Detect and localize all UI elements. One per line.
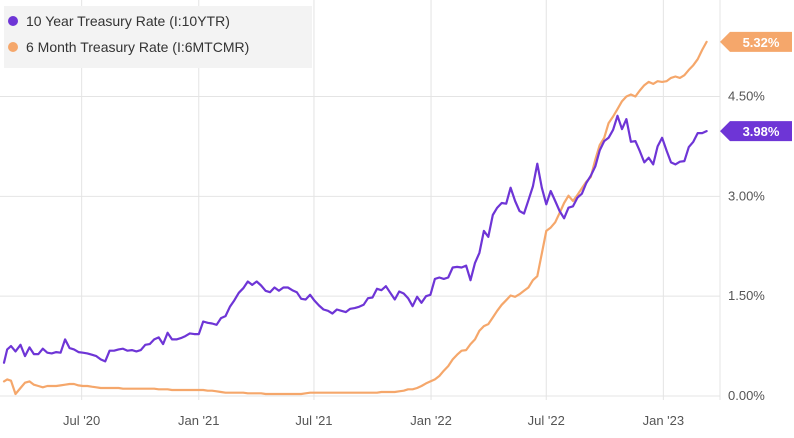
series-line-6mo [2, 40, 708, 396]
legend: 10 Year Treasury Rate (I:10YTR) 6 Month … [4, 6, 312, 68]
end-label-6mo: 5.32% [743, 35, 780, 50]
series-lines [2, 40, 708, 396]
legend-label-10yr: 10 Year Treasury Rate (I:10YTR) [26, 13, 230, 29]
x-tick-label: Jul '21 [295, 413, 332, 428]
end-value-labels: 3.98% 5.32% [720, 31, 792, 142]
y-tick-label: 3.00% [728, 188, 765, 203]
x-tick-label: Jan '23 [643, 413, 685, 428]
x-axis-ticks: Jul '20 Jan '21 Jul '21 Jan '22 Jul '22 Jan '… [63, 413, 684, 428]
x-tick-label: Jan '21 [178, 413, 220, 428]
legend-label-6mo: 6 Month Treasury Rate (I:6MTCMR) [26, 39, 250, 55]
legend-dot-6mo [8, 42, 18, 52]
series-line-10yr [2, 114, 708, 364]
legend-item-6mo[interactable]: 6 Month Treasury Rate (I:6MTCMR) [4, 36, 312, 58]
y-tick-label: 4.50% [728, 89, 765, 104]
x-tick-label: Jul '20 [63, 413, 100, 428]
x-tick-label: Jan '22 [410, 413, 452, 428]
y-axis-ticks: 0.00% 1.50% 3.00% 4.50% [728, 89, 765, 403]
legend-item-10yr[interactable]: 10 Year Treasury Rate (I:10YTR) [4, 10, 312, 32]
x-tick-label: Jul '22 [528, 413, 565, 428]
end-label-tag-6mo [720, 31, 792, 52]
y-tick-label: 0.00% [728, 388, 765, 403]
legend-dot-10yr [8, 16, 18, 26]
end-label-10yr: 3.98% [743, 124, 780, 139]
end-label-tag-10yr [720, 121, 792, 142]
y-tick-label: 1.50% [728, 288, 765, 303]
